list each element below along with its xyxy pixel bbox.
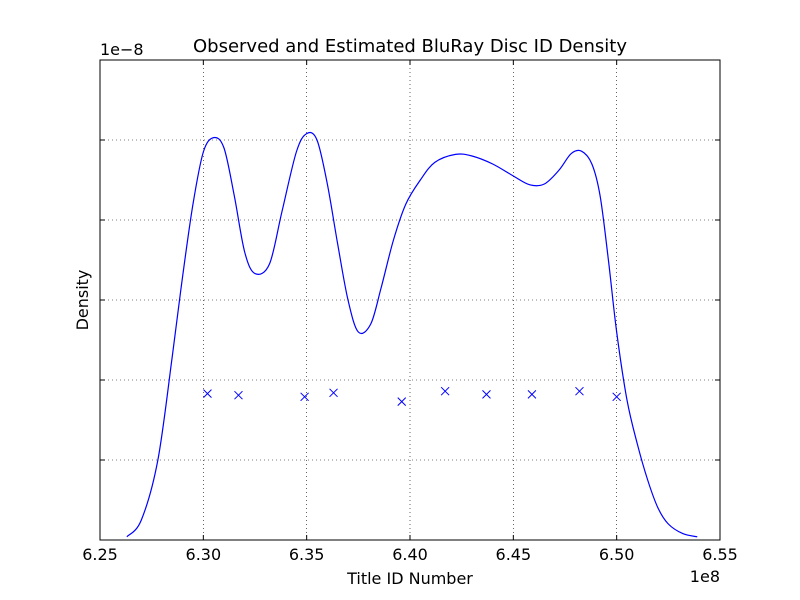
marker-stroke [612, 392, 622, 402]
x-tick-label: 6.40 [392, 545, 428, 564]
observed-point-marker [329, 388, 338, 398]
marker-stroke [234, 390, 243, 400]
grid [100, 60, 720, 540]
observed-point-marker [440, 386, 450, 396]
observed-point-marker [482, 390, 491, 399]
x-tick-label: 6.25 [82, 545, 118, 564]
observed-point-marker [203, 389, 212, 398]
observed-point-marker [527, 390, 537, 399]
x-tick-label: 6.30 [186, 545, 222, 564]
observed-point-marker [397, 397, 407, 406]
marker-stroke [203, 389, 212, 398]
observed-point-marker [234, 390, 243, 400]
density-curve [126, 131, 698, 538]
observed-point-marker [300, 392, 309, 402]
marker-stroke [397, 397, 407, 406]
marker-stroke [300, 392, 309, 402]
tick-labels: 6.25 6.30 6.35 6.40 6.45 6.50 6.55 [82, 545, 738, 564]
x-tick-label: 6.50 [599, 545, 635, 564]
marker-stroke [575, 386, 584, 396]
x-tick-label: 6.35 [289, 545, 325, 564]
marker-stroke [440, 386, 450, 396]
observed-point-marker [612, 392, 622, 402]
x-tick-label: 6.55 [702, 545, 738, 564]
marker-stroke [527, 390, 537, 399]
ticks [99, 59, 721, 541]
marker-stroke [329, 388, 338, 398]
x-axis-label: Title ID Number [346, 569, 473, 588]
marker-stroke [482, 390, 491, 399]
y-offset-label: 1e−8 [100, 40, 144, 59]
chart-title: Observed and Estimated BluRay Disc ID De… [193, 36, 627, 57]
x-offset-label: 1e8 [690, 567, 720, 586]
y-axis-label: Density [73, 270, 92, 331]
series-layer [126, 131, 698, 538]
x-tick-label: 6.45 [496, 545, 532, 564]
observed-point-marker [575, 386, 584, 396]
